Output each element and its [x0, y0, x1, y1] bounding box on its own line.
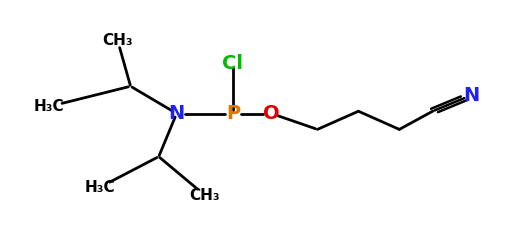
Text: H₃C: H₃C — [84, 180, 115, 195]
Text: CH₃: CH₃ — [102, 33, 133, 48]
Text: H₃C: H₃C — [33, 99, 64, 114]
Text: Cl: Cl — [222, 54, 244, 73]
Text: N: N — [463, 86, 479, 105]
Text: O: O — [263, 104, 280, 123]
Text: CH₃: CH₃ — [189, 188, 220, 203]
Text: N: N — [168, 104, 185, 123]
Text: P: P — [226, 104, 240, 123]
